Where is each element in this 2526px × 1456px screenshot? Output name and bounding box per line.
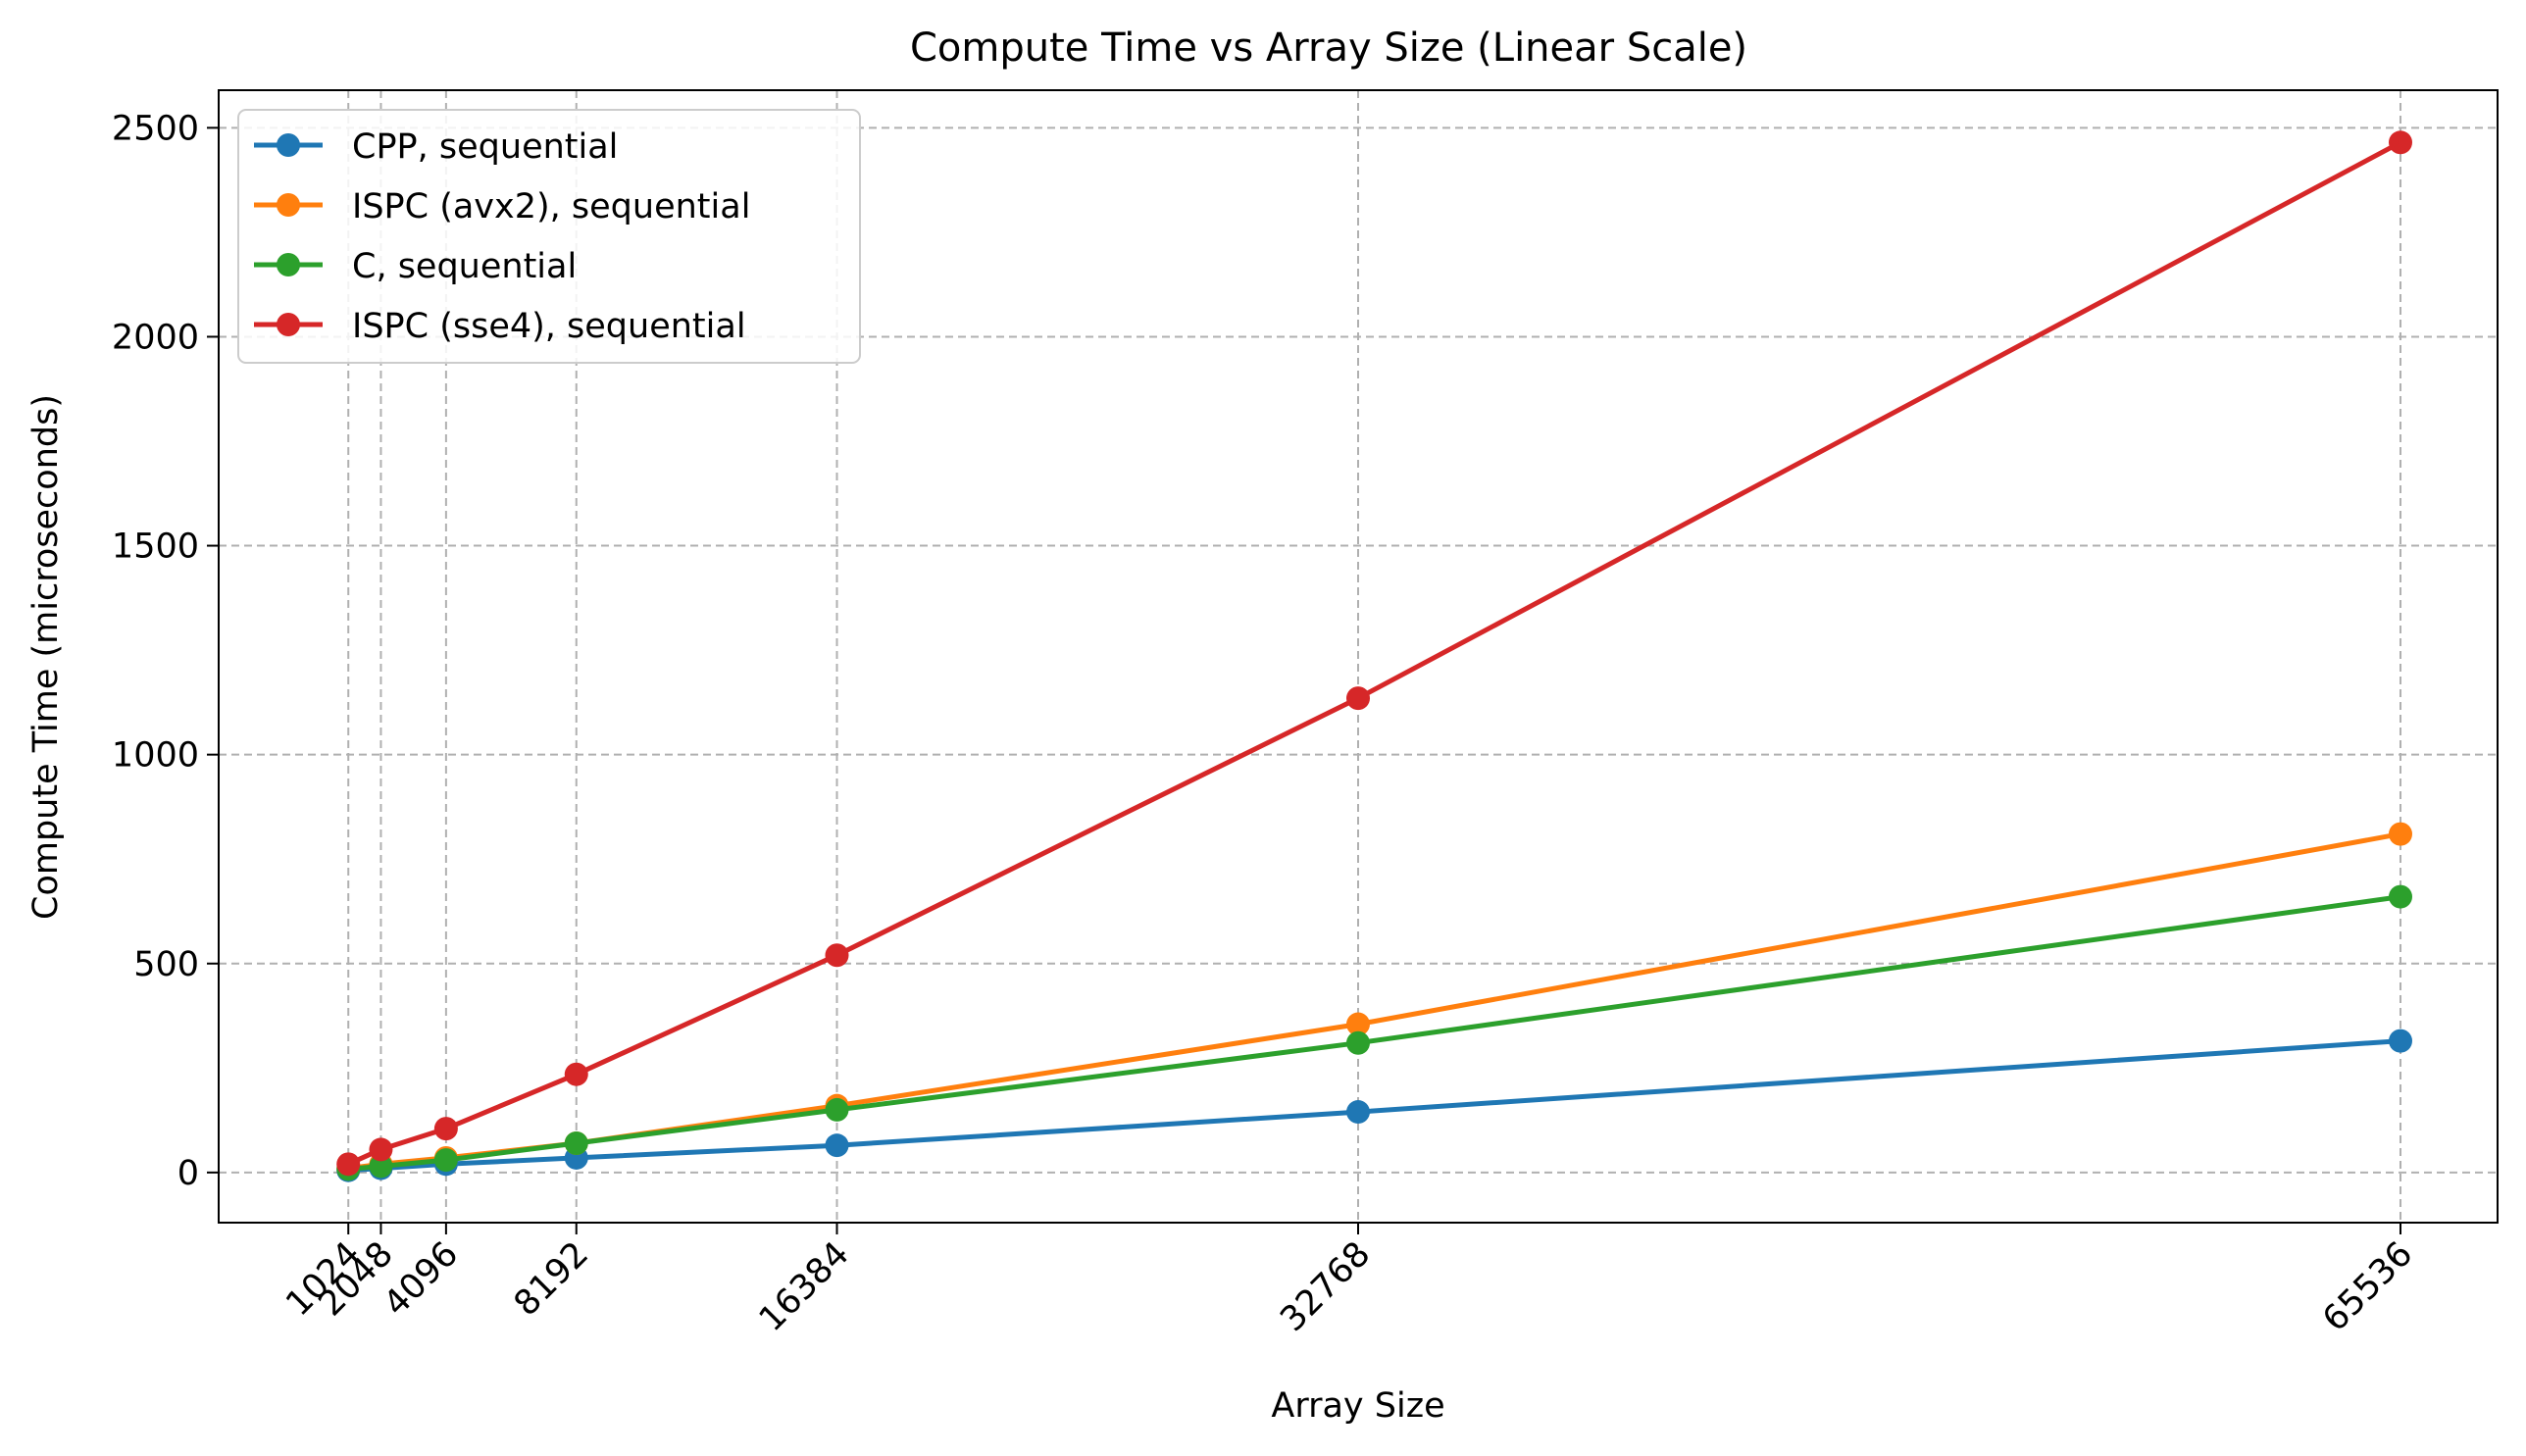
- y-tick-label: 1500: [112, 527, 199, 567]
- legend-label: CPP, sequential: [352, 127, 618, 167]
- series-4: [336, 130, 2412, 1177]
- legend: CPP, sequential ISPC (avx2), sequential C,…: [237, 109, 861, 364]
- legend-item: C, sequential: [254, 247, 577, 286]
- legend-box: [237, 109, 861, 364]
- y-axis-label: Compute Time (microseconds): [26, 394, 66, 920]
- data-point: [564, 1062, 588, 1086]
- data-point: [2388, 822, 2412, 846]
- x-axis-label: Array Size: [1271, 1386, 1444, 1426]
- series-3: [336, 884, 2412, 1181]
- data-point: [369, 1137, 393, 1162]
- chart-title: Compute Time vs Array Size (Linear Scale…: [910, 25, 1747, 71]
- data-point: [2388, 130, 2412, 155]
- data-point: [433, 1117, 458, 1141]
- series-layer: [336, 130, 2412, 1182]
- y-tick-label: 0: [177, 1154, 199, 1193]
- legend-item: CPP, sequential: [254, 127, 618, 167]
- legend-label: ISPC (sse4), sequential: [352, 307, 746, 346]
- y-tick-label: 1000: [112, 736, 199, 776]
- data-point: [825, 1097, 849, 1122]
- data-point: [1346, 1012, 1370, 1036]
- grid: [219, 90, 2498, 1223]
- data-point: [825, 943, 849, 968]
- legend-item: ISPC (sse4), sequential: [254, 307, 746, 346]
- legend-label: ISPC (avx2), sequential: [352, 187, 750, 226]
- data-point: [2388, 884, 2412, 909]
- y-tick-label: 2500: [112, 109, 199, 148]
- data-point: [369, 1154, 393, 1179]
- y-tick-label: 2000: [112, 318, 199, 357]
- data-point: [2388, 1029, 2412, 1053]
- data-point: [564, 1131, 588, 1156]
- data-point: [825, 1133, 849, 1158]
- legend-swatch-marker: [277, 253, 300, 276]
- y-tick-label: 500: [133, 945, 199, 984]
- data-point: [1346, 1100, 1370, 1125]
- legend-label: C, sequential: [352, 247, 577, 286]
- legend-swatch-marker: [277, 133, 300, 157]
- legend-swatch-marker: [277, 313, 300, 336]
- y-axis-ticks: 0 500 1000 1500 2000 2500: [112, 109, 219, 1193]
- legend-item: ISPC (avx2), sequential: [254, 187, 750, 226]
- data-point: [433, 1148, 458, 1173]
- data-point: [336, 1152, 361, 1177]
- legend-swatch-marker: [277, 193, 300, 217]
- data-point: [1346, 686, 1370, 711]
- data-point: [1346, 1030, 1370, 1055]
